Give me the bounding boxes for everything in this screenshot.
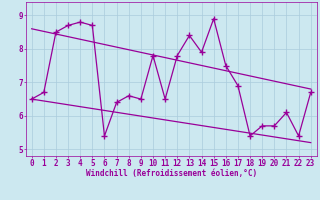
- X-axis label: Windchill (Refroidissement éolien,°C): Windchill (Refroidissement éolien,°C): [86, 169, 257, 178]
